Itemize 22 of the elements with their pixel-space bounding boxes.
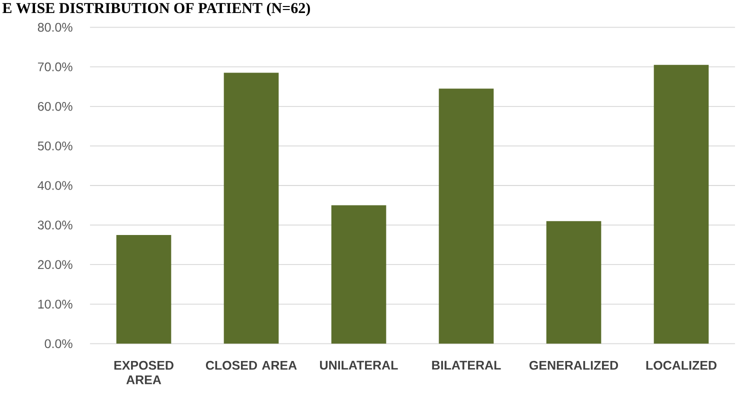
bar [546, 221, 602, 344]
x-tick-label: EXPOSED AREA [114, 360, 174, 384]
y-tick-label: 0.0% [44, 339, 72, 348]
y-tick-label: 40.0% [38, 181, 72, 190]
bar [331, 205, 386, 344]
y-tick-label: 70.0% [38, 62, 72, 72]
y-tick-label: 60.0% [38, 102, 72, 111]
bar [654, 64, 709, 344]
y-tick-label: 10.0% [38, 300, 72, 309]
x-tick-label: LOCALIZED [646, 360, 716, 370]
bar [224, 72, 279, 344]
x-tick-label: UNILATERAL [320, 360, 398, 370]
bar [116, 234, 172, 344]
x-tick-label: BILATERAL [432, 360, 501, 370]
x-tick-label: GENERALIZED [529, 360, 618, 370]
chart-title: E WISE DISTRIBUTION OF PATIENT (N=62) [2, 2, 310, 16]
y-tick-label: 50.0% [38, 142, 72, 150]
x-tick-label: CLOSED AREA [206, 360, 297, 370]
bar [438, 88, 494, 344]
y-tick-label: 30.0% [38, 220, 72, 230]
y-tick-label: 20.0% [38, 260, 72, 270]
y-tick-label: 80.0% [38, 22, 72, 32]
